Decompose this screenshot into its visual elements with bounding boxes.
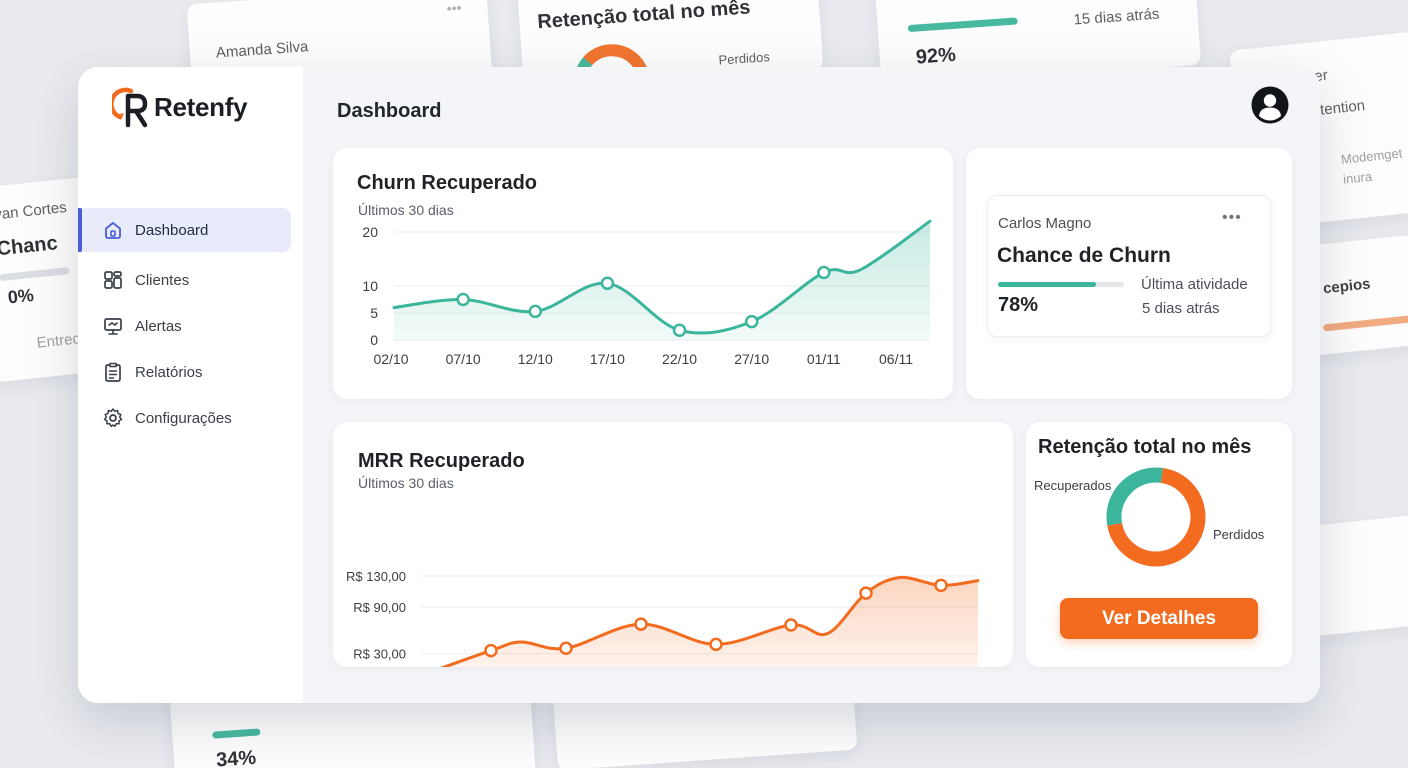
data-point bbox=[600, 276, 615, 291]
x-tick-label: 02/10 bbox=[373, 351, 408, 367]
mrr-chart: R$ 0,00R$ 30,00R$ 90,00R$ 130,0002/1007/… bbox=[346, 569, 980, 667]
x-tick-label: 07/10 bbox=[446, 351, 481, 367]
grid-icon bbox=[102, 269, 124, 291]
donut-label-lost: Perdidos bbox=[1213, 527, 1265, 542]
series-area bbox=[444, 577, 978, 667]
x-tick-label: 22/10 bbox=[662, 351, 697, 367]
data-point bbox=[784, 618, 798, 632]
bg-churn-title: Chanc bbox=[0, 232, 59, 261]
sidebar-item-clientes[interactable]: Clientes bbox=[78, 258, 291, 302]
y-tick-label: 20 bbox=[362, 224, 378, 240]
report-icon bbox=[102, 361, 124, 383]
data-point bbox=[484, 643, 498, 658]
user-icon[interactable] bbox=[1251, 86, 1289, 124]
bg-churn-pct: 0% bbox=[6, 284, 35, 308]
data-point bbox=[709, 637, 723, 652]
bg-retention-label: Perdidos bbox=[718, 49, 771, 68]
page-title: Dashboard bbox=[337, 100, 442, 122]
bg-bottom-pct: 34% bbox=[215, 746, 257, 768]
risk-customer-card[interactable]: Carlos Magno ••• Chance de Churn 78% Últ… bbox=[987, 195, 1271, 337]
app-window: Retenfy Dashboard Clientes Alertas bbox=[78, 67, 1320, 703]
x-tick-label: 27/10 bbox=[734, 351, 769, 367]
bg-progress-bar bbox=[907, 17, 1018, 33]
donut-slice bbox=[1106, 467, 1206, 567]
y-tick-label: 0 bbox=[370, 332, 378, 348]
data-point bbox=[559, 641, 573, 656]
bg-churn-name: lvan Cortes bbox=[0, 198, 68, 224]
y-tick-label: R$ 30,00 bbox=[353, 647, 406, 662]
risk-progress-track bbox=[998, 282, 1124, 287]
sidebar-item-dashboard[interactable]: Dashboard bbox=[78, 208, 291, 252]
bg-churn-bar bbox=[0, 267, 70, 282]
bg-retention-title: Retenção total no mês bbox=[536, 0, 752, 34]
logo[interactable]: Retenfy bbox=[112, 85, 248, 129]
bg-churn-footer: Entrec bbox=[35, 330, 81, 352]
risk-percent: 78% bbox=[998, 294, 1039, 316]
mrr-card: MRR Recuperado Últimos 30 dias R$ 0,00R$… bbox=[333, 422, 1013, 667]
sidebar-item-label: Dashboard bbox=[135, 221, 209, 239]
risk-card: Carlos Magno ••• Chance de Churn 78% Últ… bbox=[966, 148, 1292, 399]
x-tick-label: 17/10 bbox=[590, 351, 625, 367]
gear-icon bbox=[102, 407, 124, 429]
y-tick-label: 5 bbox=[370, 305, 378, 321]
bg-more-icon: ••• bbox=[446, 0, 462, 17]
series-area bbox=[394, 221, 930, 340]
bg-progress-time: 15 dias atrás bbox=[1073, 5, 1160, 29]
bg-right2-bar bbox=[1322, 309, 1408, 332]
sidebar-item-configuracoes[interactable]: Configurações bbox=[78, 396, 291, 440]
series-line bbox=[440, 575, 980, 667]
logo-text: Retenfy bbox=[154, 91, 248, 122]
churn-card: Churn Recuperado Últimos 30 dias 0 5 10 20 0… bbox=[333, 148, 953, 399]
data-point bbox=[859, 586, 873, 600]
risk-title: Chance de Churn bbox=[997, 244, 1171, 267]
data-point bbox=[456, 292, 470, 307]
more-icon[interactable]: ••• bbox=[1222, 209, 1242, 226]
data-point bbox=[934, 578, 948, 593]
risk-progress-fill bbox=[998, 282, 1097, 287]
mrr-card-subtitle: Últimos 30 dias bbox=[358, 475, 454, 491]
sidebar-item-label: Alertas bbox=[135, 317, 182, 335]
home-icon bbox=[102, 219, 124, 241]
data-point bbox=[672, 323, 687, 338]
bg-right-text3: Modemget bbox=[1340, 145, 1403, 167]
data-point bbox=[817, 265, 831, 280]
risk-customer-name: Carlos Magno bbox=[998, 215, 1092, 232]
sidebar-item-label: Configurações bbox=[135, 409, 232, 427]
sidebar-item-relatorios[interactable]: Relatórios bbox=[78, 350, 291, 394]
retention-donut-chart bbox=[1106, 467, 1206, 567]
churn-card-subtitle: Últimos 30 dias bbox=[358, 202, 454, 218]
risk-activity-value: 5 dias atrás bbox=[1142, 300, 1220, 317]
bg-progress-pct: 92% bbox=[915, 43, 957, 69]
churn-chart: 0 5 10 20 02/10 07/10 12/10 17/10 22/10 27/10 01/1… bbox=[362, 219, 932, 367]
data-point bbox=[744, 314, 759, 329]
y-tick-label: R$ 130,00 bbox=[346, 569, 406, 584]
view-details-button[interactable]: Ver Detalhes bbox=[1060, 598, 1258, 639]
monitor-icon bbox=[102, 315, 124, 337]
sidebar-item-alertas[interactable]: Alertas bbox=[78, 304, 291, 348]
risk-activity-label: Última atividade bbox=[1141, 276, 1248, 293]
sidebar-nav: Dashboard Clientes Alertas Relatórios bbox=[78, 208, 303, 442]
x-tick-label: 01/11 bbox=[807, 351, 841, 367]
retention-card: Retenção total no mês Recuperados Perdid… bbox=[1026, 422, 1292, 667]
bg-customer-name: Amanda Silva bbox=[215, 38, 309, 62]
data-point bbox=[528, 304, 543, 319]
x-tick-label: 06/11 bbox=[879, 351, 913, 367]
mrr-card-title: MRR Recuperado bbox=[358, 450, 525, 472]
logo-icon bbox=[112, 87, 148, 128]
y-tick-label: 10 bbox=[362, 278, 378, 294]
bg-right-text4: inura bbox=[1342, 168, 1373, 187]
churn-card-title: Churn Recuperado bbox=[357, 172, 538, 194]
sidebar-item-label: Relatórios bbox=[135, 363, 203, 381]
bg-right2-text: cepios bbox=[1322, 275, 1372, 298]
sidebar-item-label: Clientes bbox=[135, 271, 190, 289]
sidebar: Retenfy Dashboard Clientes Alertas bbox=[78, 67, 303, 703]
retention-card-title: Retenção total no mês bbox=[1038, 436, 1252, 458]
donut-label-recovered: Recuperados bbox=[1034, 478, 1112, 493]
bg-bottom-bar bbox=[212, 728, 261, 739]
data-point bbox=[634, 617, 648, 631]
y-tick-label: R$ 90,00 bbox=[353, 600, 406, 615]
x-tick-label: 12/10 bbox=[518, 351, 553, 367]
